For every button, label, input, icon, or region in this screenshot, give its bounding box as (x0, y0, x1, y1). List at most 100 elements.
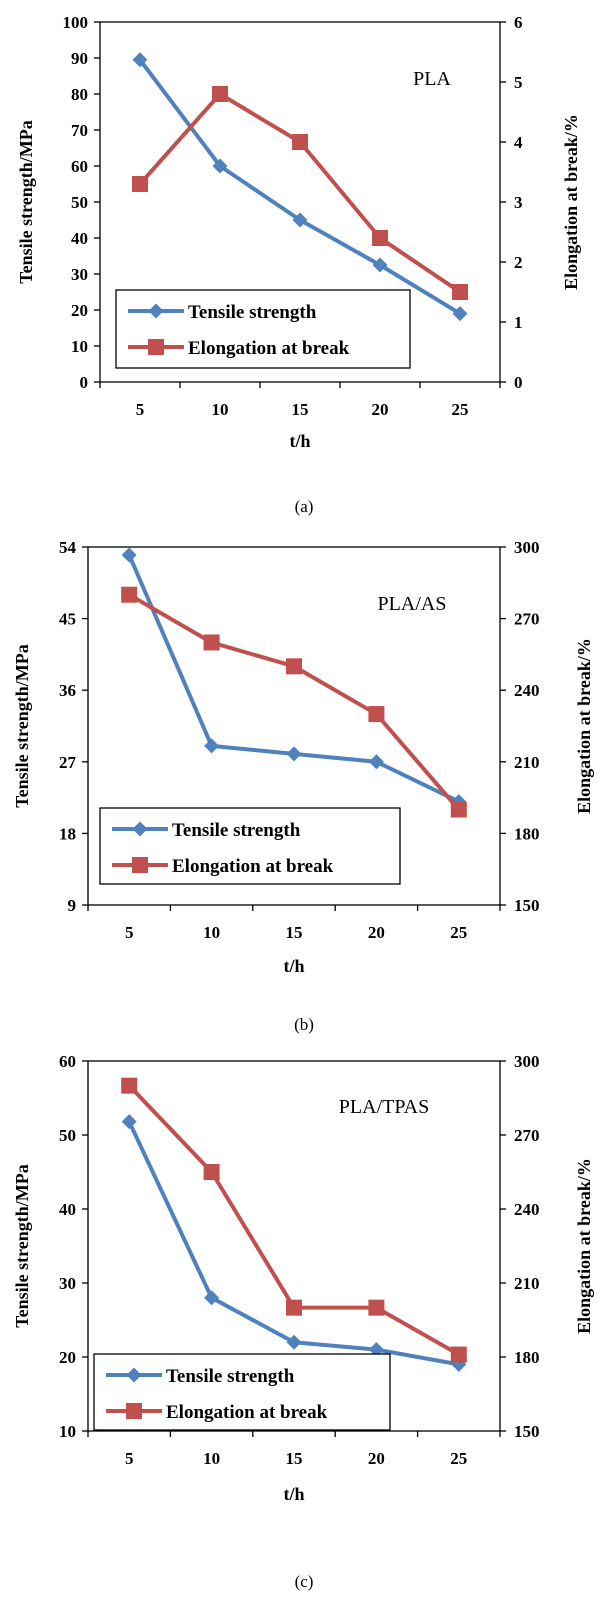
data-point-diamond (121, 1114, 137, 1130)
y-right-tick-label: 2 (514, 253, 523, 272)
y-left-tick-label: 10 (71, 337, 88, 356)
figure-caption: (a) (295, 497, 314, 516)
y-right-tick-label: 1 (514, 313, 523, 332)
y-left-tick-label: 60 (71, 157, 88, 176)
plot-frame (87, 546, 501, 906)
chart-panel: 9 18 27 36 45 54 150 180 210 240 270 300 5 10 15 20 25 t/… (12, 538, 594, 1034)
legend-marker-square (148, 339, 164, 355)
y-left-axis-label: Tensile strength/MPa (12, 1164, 32, 1328)
data-point-square (452, 284, 468, 300)
data-point-diamond (292, 212, 308, 228)
y-left-tick-label: 50 (59, 1126, 76, 1145)
y-left-axis-label: Tensile strength/MPa (16, 120, 36, 284)
x-axis-label: t/h (289, 431, 310, 451)
x-axis-label: t/h (283, 956, 304, 976)
y-right-tick-label: 300 (514, 1052, 540, 1071)
data-point-square (450, 1346, 467, 1363)
legend-label: Tensile strength (166, 1366, 295, 1387)
data-point-square (286, 1299, 302, 1316)
legend-label: Tensile strength (172, 820, 301, 841)
y-right-tick-label: 0 (514, 373, 523, 392)
x-tick-label: 20 (368, 923, 385, 942)
y-right-tick-label: 300 (514, 538, 540, 557)
material-label: PLA/TPAS (339, 1096, 429, 1118)
y-left-tick-label: 30 (71, 265, 88, 284)
data-point-diamond (212, 158, 228, 174)
y-left-tick-label: 90 (71, 49, 88, 68)
x-tick-label: 25 (450, 1449, 467, 1468)
x-tick-label: 5 (136, 400, 145, 419)
y-left-tick-label: 20 (71, 301, 88, 320)
figure-caption: (c) (295, 1572, 314, 1591)
legend-marker-square (132, 857, 148, 873)
data-point-square (372, 230, 388, 246)
legend-marker-diamond (132, 821, 148, 837)
x-tick-label: 10 (203, 1449, 220, 1468)
y-left-tick-label: 50 (71, 193, 88, 212)
y-right-axis-label: Elongation at break/% (574, 638, 594, 814)
legend-box (99, 807, 401, 885)
y-left-tick-label: 36 (59, 681, 76, 700)
x-tick-label: 10 (212, 400, 229, 419)
y-right-tick-label: 150 (514, 1422, 540, 1441)
y-left-tick-label: 60 (59, 1052, 76, 1071)
legend-label: Tensile strength (188, 302, 317, 323)
legend-label: Elongation at break (166, 1402, 328, 1423)
y-right-tick-label: 180 (514, 1348, 540, 1367)
data-point-diamond (452, 306, 468, 322)
data-point-square (286, 658, 302, 675)
y-right-tick-label: 210 (514, 753, 540, 772)
y-left-tick-label: 45 (59, 610, 76, 629)
y-right-tick-label: 240 (514, 1200, 540, 1219)
figure-caption: (b) (294, 1015, 314, 1034)
y-left-tick-label: 80 (71, 85, 88, 104)
x-tick-label: 5 (125, 923, 134, 942)
y-right-tick-label: 4 (514, 133, 523, 152)
chart-panel: 10 20 30 40 50 60 150 180 210 240 270 300 5 10 15 20 25 t… (12, 1052, 594, 1591)
data-point-square (132, 176, 148, 192)
data-point-diamond (204, 1290, 220, 1306)
x-tick-label: 10 (203, 923, 220, 942)
material-label: PLA (413, 68, 451, 90)
y-left-axis-label: Tensile strength/MPa (12, 644, 32, 808)
y-left-tick-label: 54 (59, 538, 77, 557)
data-point-square (368, 706, 385, 723)
data-point-diamond (368, 1342, 384, 1358)
x-axis-label: t/h (283, 1484, 304, 1504)
plot-frame (87, 1060, 501, 1432)
y-left-tick-label: 40 (71, 229, 88, 248)
y-left-tick-label: 27 (59, 753, 77, 772)
y-right-tick-label: 210 (514, 1274, 540, 1293)
y-left-tick-label: 40 (59, 1200, 76, 1219)
data-point-square (203, 1164, 220, 1180)
data-point-square (121, 1077, 138, 1094)
y-right-tick-label: 240 (514, 681, 540, 700)
x-tick-label: 25 (450, 923, 467, 942)
y-left-tick-label: 70 (71, 121, 88, 140)
y-left-tick-label: 20 (59, 1348, 76, 1367)
y-right-tick-label: 5 (514, 73, 523, 92)
data-point-square (203, 634, 220, 651)
x-tick-label: 20 (368, 1449, 385, 1468)
data-point-diamond (286, 1334, 302, 1350)
legend-label: Elongation at break (188, 338, 350, 359)
y-left-tick-label: 0 (80, 373, 89, 392)
legend-box (115, 289, 411, 369)
legend-marker-diamond (148, 303, 164, 319)
legend-marker-square (126, 1403, 142, 1419)
x-tick-label: 5 (125, 1449, 134, 1468)
legend-box (93, 1353, 391, 1431)
y-left-tick-label: 10 (59, 1422, 76, 1441)
legend-label: Elongation at break (172, 856, 334, 877)
data-point-diamond (132, 52, 148, 68)
y-right-tick-label: 180 (514, 824, 540, 843)
series-line (127, 554, 460, 804)
y-right-tick-label: 150 (514, 896, 540, 915)
y-left-tick-label: 100 (63, 13, 89, 32)
data-point-diamond (204, 738, 220, 754)
x-tick-label: 25 (452, 400, 469, 419)
y-left-tick-label: 9 (68, 896, 77, 915)
data-point-diamond (121, 547, 137, 563)
data-point-square (450, 801, 467, 818)
